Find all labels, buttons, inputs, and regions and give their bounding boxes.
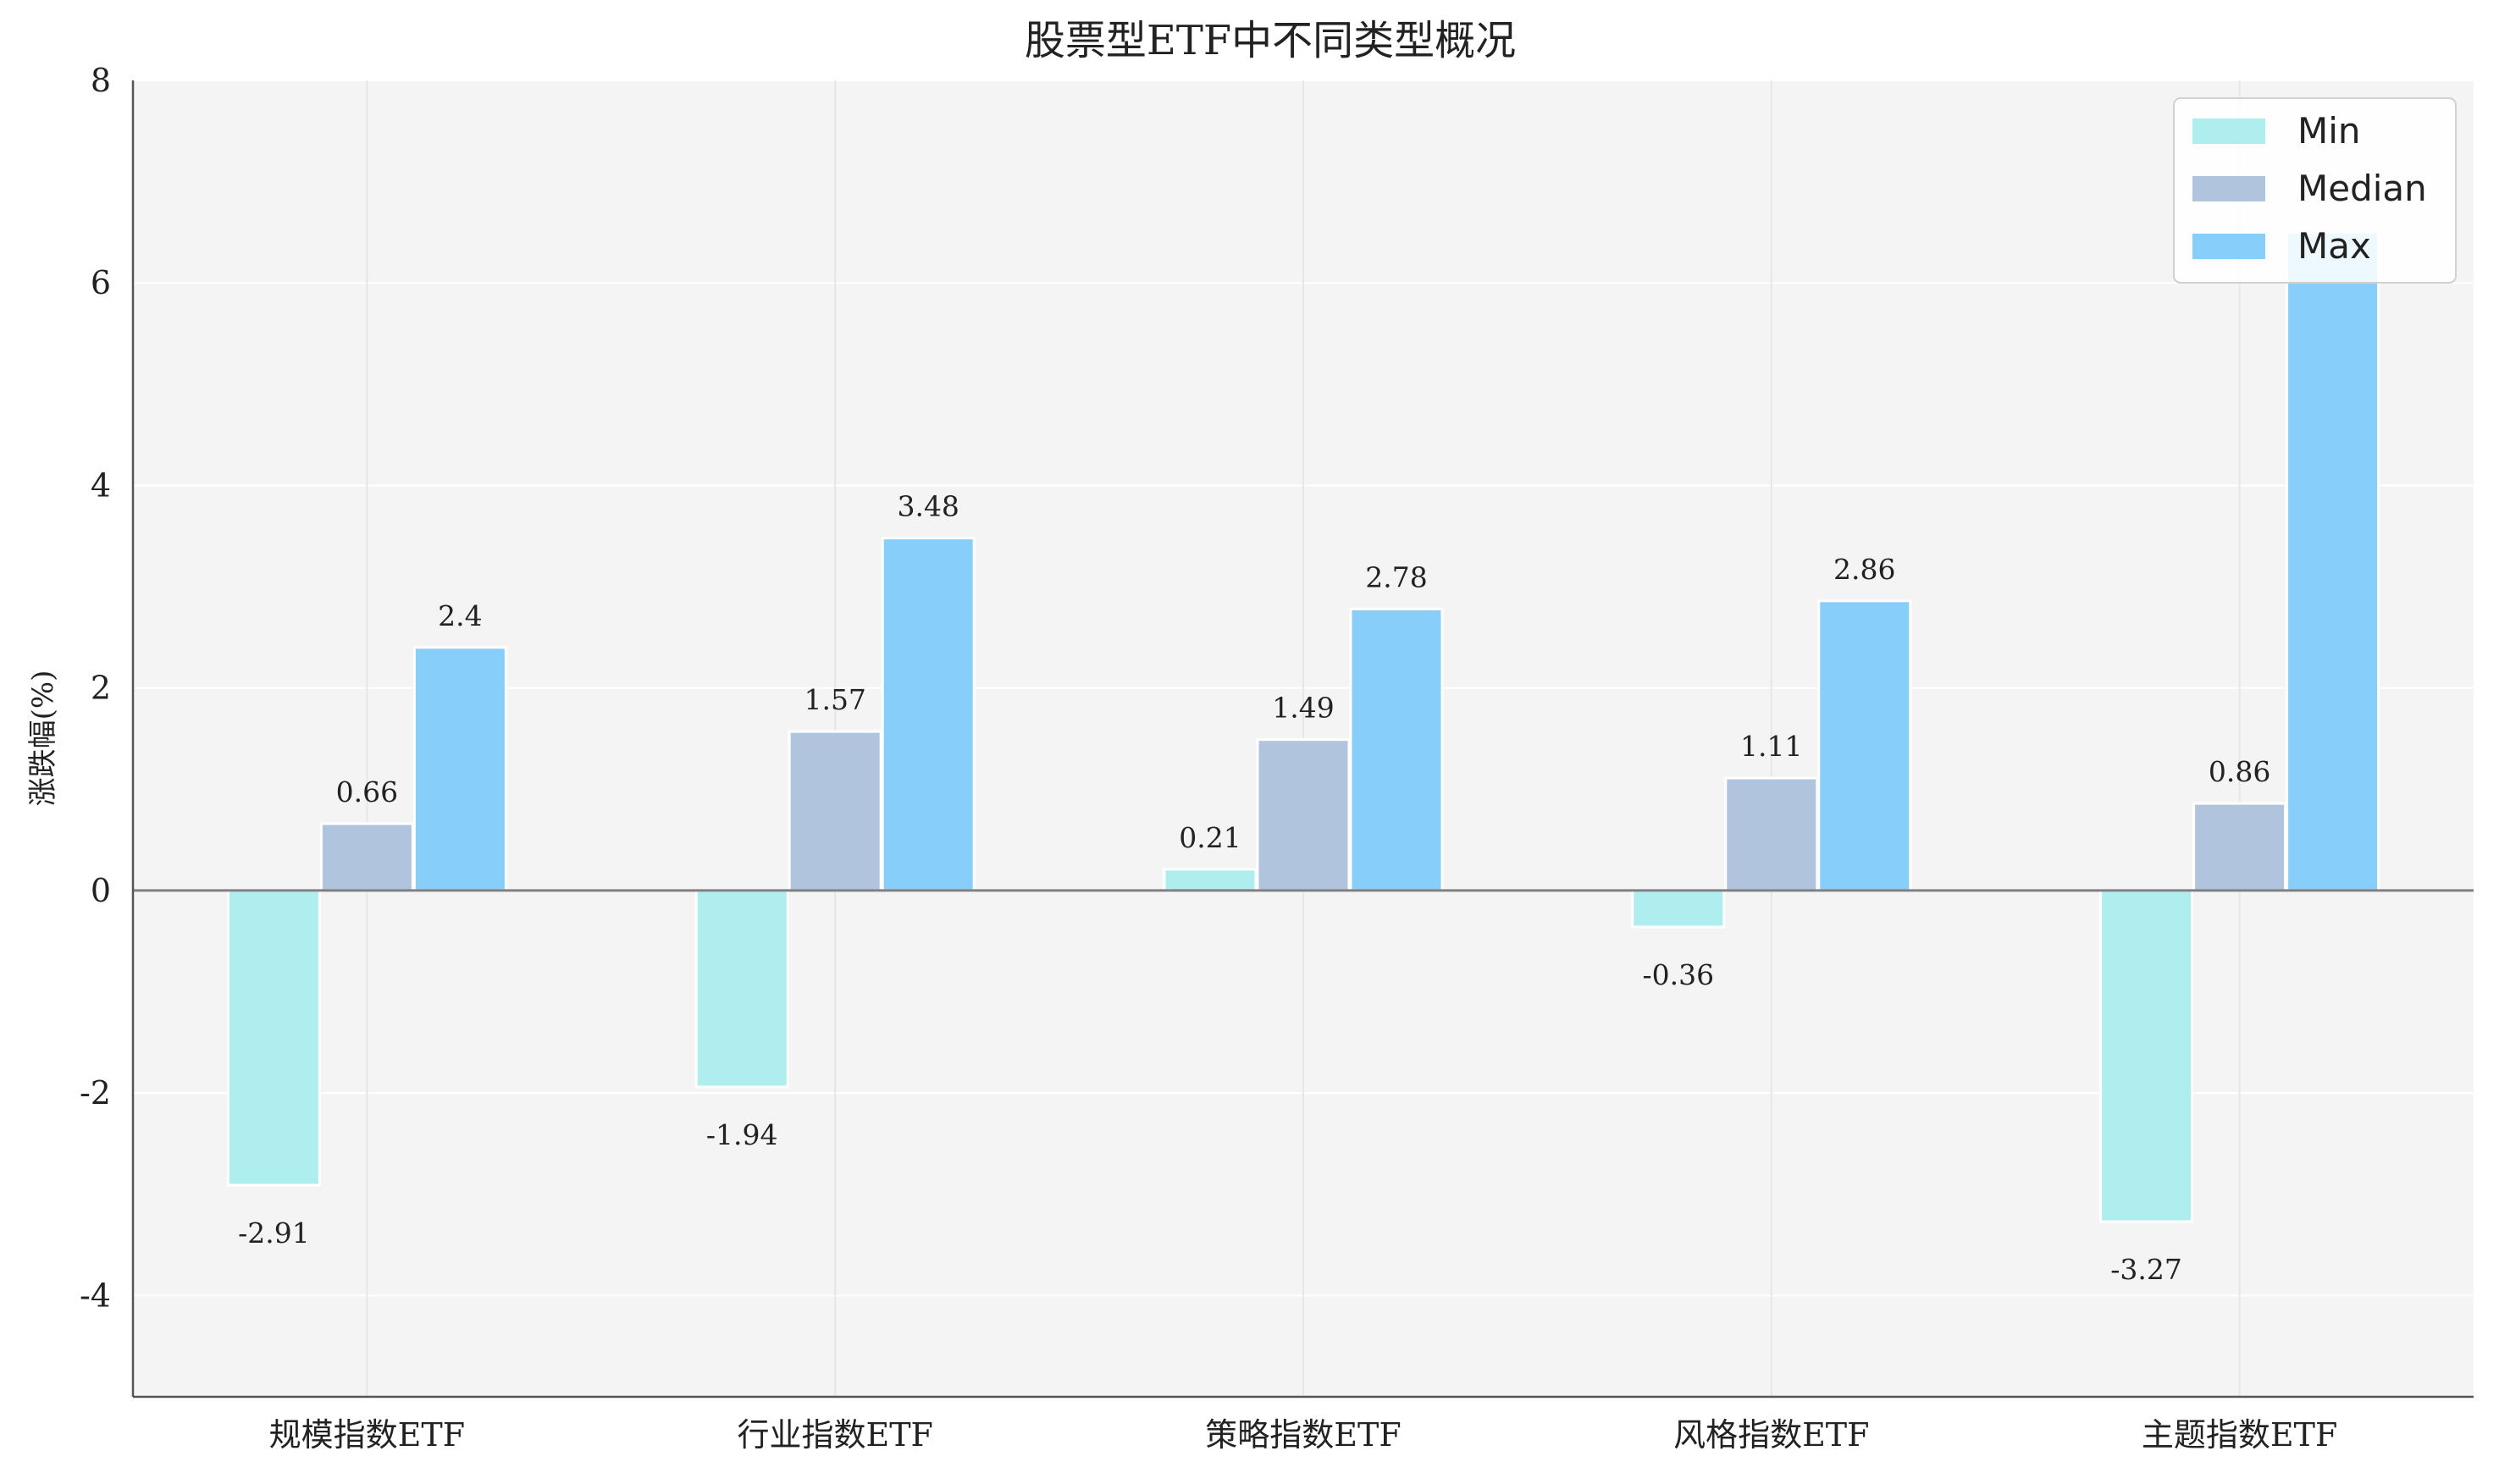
data-labels: -2.91 -1.94 0.21 -0.36 -3.27 0.66 1.57 1.49 1.11…	[238, 490, 2270, 1286]
legend-label-median: Median	[2297, 168, 2427, 209]
data-label: 2.78	[1365, 560, 1427, 593]
bar-min	[1163, 868, 1258, 892]
y-tick-label: 0	[91, 872, 111, 909]
data-label: -3.27	[2110, 1253, 2182, 1286]
x-tick-label: 主题指数ETF	[2142, 1416, 2337, 1454]
data-label: 0.21	[1179, 821, 1241, 854]
bar-min	[226, 889, 321, 1187]
bar-min	[694, 889, 789, 1089]
x-tick-label: 行业指数ETF	[737, 1416, 932, 1454]
y-tick-label: -4	[80, 1277, 111, 1314]
data-label: -0.36	[1642, 958, 1714, 991]
data-label: 2.4	[438, 599, 482, 632]
legend: Min Median Max	[2173, 97, 2457, 284]
bar-median	[319, 822, 414, 892]
x-tick-label: 风格指数ETF	[1673, 1416, 1869, 1454]
data-label: 3.48	[897, 490, 959, 523]
legend-swatch-min	[2192, 119, 2265, 144]
legend-swatch-median	[2192, 176, 2265, 201]
data-label: 1.49	[1272, 692, 1334, 725]
data-label: 1.11	[1740, 730, 1802, 763]
x-tick-label: 策略指数ETF	[1205, 1416, 1401, 1454]
bar-min	[1631, 889, 1726, 929]
data-label: 0.86	[2209, 755, 2270, 788]
bars	[226, 230, 2380, 1223]
data-label: 1.57	[804, 683, 865, 716]
data-label: -1.94	[706, 1118, 778, 1151]
y-tick-label: 2	[91, 670, 111, 707]
data-label: 0.66	[336, 775, 398, 808]
bar-max	[412, 646, 507, 892]
bar-min	[2099, 889, 2194, 1223]
bar-median	[788, 730, 882, 892]
chart-title: 股票型ETF中不同类型概况	[1025, 17, 1516, 64]
y-tick-label: 4	[91, 466, 111, 504]
bar-max	[1817, 599, 1912, 892]
bar-median	[2192, 802, 2287, 892]
y-axis-label: 涨跌幅(%)	[26, 670, 60, 807]
legend-swatch-max	[2192, 234, 2265, 259]
y-tick-label: 8	[91, 62, 111, 99]
y-tick-label: 6	[91, 264, 111, 301]
legend-label-max: Max	[2297, 225, 2371, 267]
grid-lines	[133, 80, 2474, 1397]
legend-label-min: Min	[2297, 110, 2361, 152]
bar-max	[881, 537, 976, 892]
bar-max	[1349, 607, 1444, 892]
x-tick-label: 规模指数ETF	[269, 1416, 465, 1454]
bar-median	[1724, 776, 1819, 892]
data-label: 2.86	[1833, 553, 1895, 586]
y-tick-label: -2	[80, 1074, 111, 1112]
axis-ticks: -4 -2 0 2 4 6 8 规模指数ETF 行业指数ETF 策略指数ETF 风格指数ETF 主题指…	[80, 62, 2337, 1454]
bar-median	[1256, 738, 1351, 892]
data-label: -2.91	[238, 1216, 310, 1250]
bar-max	[2286, 230, 2380, 892]
